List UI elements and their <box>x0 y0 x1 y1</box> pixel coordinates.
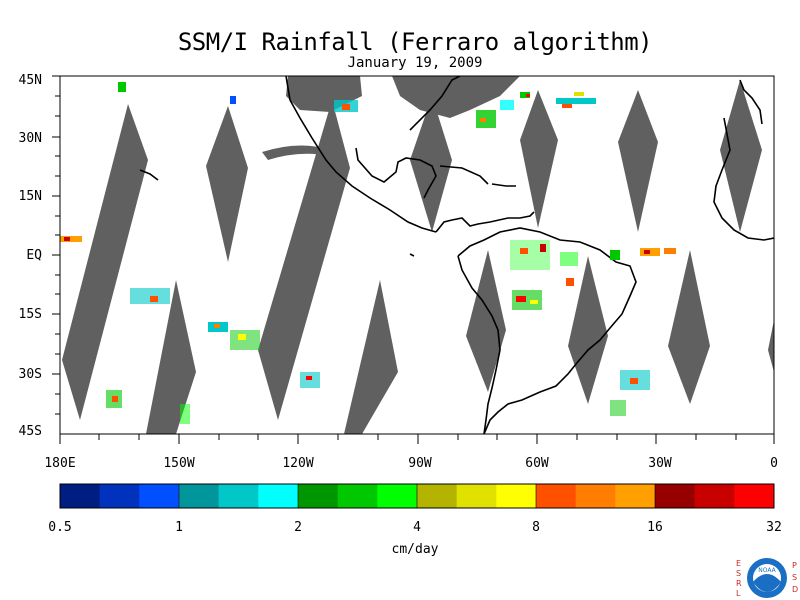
coastlines <box>139 76 774 434</box>
colorbar-segment <box>377 484 418 508</box>
coastline <box>457 227 637 434</box>
swath-gap <box>344 280 398 434</box>
swath-gap <box>618 90 658 232</box>
coastline <box>409 76 461 131</box>
lat-label-45s: 45S <box>18 424 42 439</box>
coastline <box>355 147 437 199</box>
colorbar-tick-label: 8 <box>532 520 540 535</box>
swath-gap <box>410 96 452 232</box>
colorbar-segment <box>60 484 101 508</box>
colorbar-tick-label: 16 <box>647 520 663 535</box>
colorbar-tick-label: 0.5 <box>48 520 72 535</box>
axis-ticks <box>52 75 775 444</box>
colorbar-segment <box>655 484 696 508</box>
lat-label-eq: EQ <box>26 248 42 263</box>
lon-label-180e: 180E <box>44 456 76 471</box>
lat-label-30n: 30N <box>18 131 42 146</box>
svg-text:D: D <box>792 585 798 594</box>
lat-label-45n: 45N <box>18 73 42 88</box>
coastline <box>713 117 774 241</box>
colorbar-tick-label: 2 <box>294 520 302 535</box>
swath-gaps <box>62 76 774 434</box>
swath-gap <box>768 320 774 372</box>
coastline <box>435 211 535 233</box>
coastline <box>285 76 437 233</box>
lat-label-15s: 15S <box>18 307 42 322</box>
colorbar-segment <box>99 484 140 508</box>
colorbar-segment <box>337 484 378 508</box>
colorbar-segment <box>139 484 180 508</box>
colorbar-segment <box>496 484 537 508</box>
coastline <box>409 253 415 257</box>
rainfall-patches <box>60 82 676 424</box>
land-mask <box>392 76 520 118</box>
noaa-badge-text: NOAA <box>758 567 776 574</box>
colorbar-segment <box>694 484 735 508</box>
lon-label-150w: 150W <box>163 456 195 471</box>
svg-text:S: S <box>792 573 797 582</box>
swath-gap <box>206 106 248 262</box>
svg-text:R: R <box>736 579 742 588</box>
coastline <box>439 165 489 185</box>
colorbar <box>60 484 775 508</box>
map-date: January 19, 2009 <box>347 55 483 71</box>
svg-text:L: L <box>736 589 741 598</box>
swath-gap <box>466 250 506 392</box>
svg-text:P: P <box>792 561 797 570</box>
swath-gap <box>720 80 762 232</box>
colorbar-segment <box>615 484 656 508</box>
swath-gap <box>520 90 558 228</box>
colorbar-segment <box>258 484 299 508</box>
colorbar-tick-label: 4 <box>413 520 421 535</box>
colorbar-segment <box>179 484 220 508</box>
colorbar-tick-label: 1 <box>175 520 183 535</box>
swath-gap <box>568 256 608 404</box>
lon-label-60w: 60W <box>525 456 549 471</box>
colorbar-tick-label: 32 <box>766 520 782 535</box>
swath-gap <box>62 104 148 420</box>
colorbar-segment <box>417 484 458 508</box>
coastline <box>491 183 516 187</box>
swath-gap <box>668 250 710 404</box>
lon-label-90w: 90W <box>408 456 432 471</box>
lat-label-15n: 15N <box>18 189 42 204</box>
lon-label-120w: 120W <box>282 456 314 471</box>
coastline <box>739 79 763 125</box>
colorbar-segment <box>734 484 775 508</box>
colorbar-segment <box>536 484 577 508</box>
lon-label-0: 0 <box>770 456 778 471</box>
colorbar-segment <box>456 484 497 508</box>
lat-label-30s: 30S <box>18 367 42 382</box>
swath-gap <box>258 100 350 420</box>
swath-gap <box>146 280 196 434</box>
svg-text:S: S <box>736 569 741 578</box>
land-mask <box>262 145 330 160</box>
lon-label-30w: 30W <box>648 456 672 471</box>
map-title: SSM/I Rainfall (Ferraro algorithm) <box>177 28 653 56</box>
coastline <box>457 255 501 434</box>
colorbar-segment <box>298 484 339 508</box>
colorbar-segment <box>575 484 616 508</box>
colorbar-frame <box>59 483 775 509</box>
colorbar-units: cm/day <box>391 542 439 557</box>
psd-letters: PSD <box>792 561 798 594</box>
coastline <box>139 169 159 181</box>
svg-text:E: E <box>736 559 741 568</box>
colorbar-segment <box>218 484 259 508</box>
